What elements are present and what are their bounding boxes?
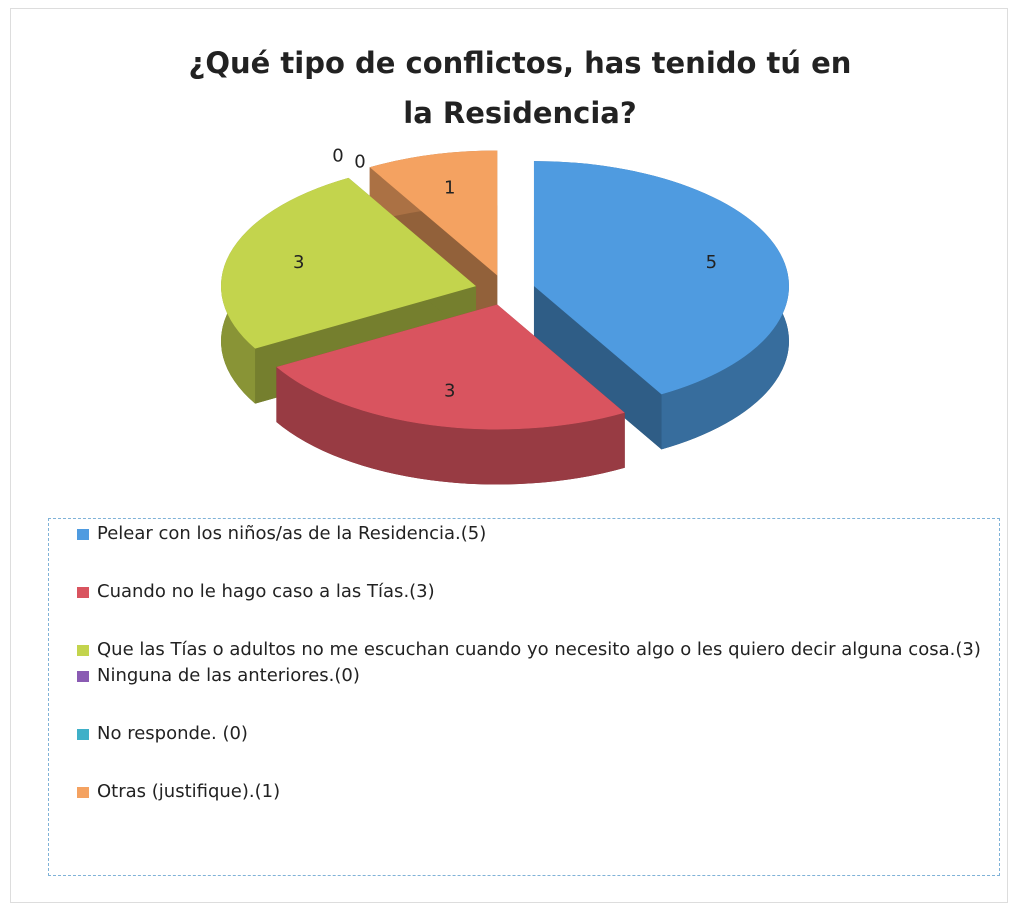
legend-swatch [77, 587, 89, 598]
data-label: 0 [354, 152, 365, 173]
legend-swatch [77, 729, 89, 740]
legend-label: No responde. (0) [97, 723, 248, 744]
slice [369, 150, 498, 276]
slice-cut-face [533, 286, 662, 450]
legend-swatch [77, 787, 89, 798]
legend-swatch [77, 671, 89, 682]
data-label: 1 [444, 178, 455, 199]
legend-label: Otras (justifique).(1) [97, 781, 281, 802]
chart-title: ¿Qué tipo de conflictos, has tenido tú e… [188, 46, 852, 130]
legend-item: Que las Tías o adultos no me escuchan cu… [77, 637, 989, 663]
slice [276, 304, 625, 485]
slice-wall [276, 366, 625, 485]
slice [276, 304, 625, 430]
legend-swatch [77, 645, 89, 656]
legend-label: Ninguna de las anteriores.(0) [97, 665, 360, 686]
slice [221, 177, 477, 349]
legend: Pelear con los niños/as de la Residencia… [48, 518, 1000, 876]
legend-item: Cuando no le hago caso a las Tías.(3) [77, 579, 989, 605]
legend-label: Que las Tías o adultos no me escuchan cu… [97, 639, 981, 660]
legend-label: Cuando no le hago caso a las Tías.(3) [97, 581, 435, 602]
legend-item: No responde. (0) [77, 721, 989, 747]
legend-item: Otras (justifique).(1) [77, 779, 989, 805]
data-label: 0 [332, 146, 343, 167]
legend-label: Pelear con los niños/as de la Residencia… [97, 523, 487, 544]
legend-item: Pelear con los niños/as de la Residencia… [77, 521, 989, 547]
slice [533, 161, 789, 395]
data-label: 3 [293, 252, 304, 273]
legend-swatch [77, 529, 89, 540]
data-label: 3 [444, 380, 455, 401]
data-label: 5 [706, 252, 717, 273]
legend-item: Ninguna de las anteriores.(0) [77, 663, 989, 689]
chart-frame [10, 8, 1008, 903]
